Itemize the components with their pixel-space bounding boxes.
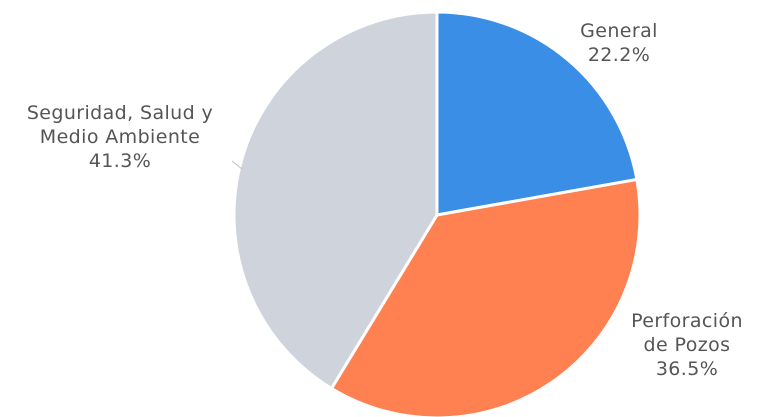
slice-category-label: Seguridad, Salud y xyxy=(27,102,213,124)
slice-percent-label: 22.2% xyxy=(588,44,650,66)
leaders-layer xyxy=(231,160,243,170)
pie-slice-1 xyxy=(435,10,639,217)
slice-category-label: Perforación xyxy=(631,310,743,332)
slice-category-label: General xyxy=(580,20,658,42)
slice-category-label: Medio Ambiente xyxy=(40,126,200,148)
pie-slice-2 xyxy=(329,177,642,417)
slice-percent-label: 36.5% xyxy=(656,358,718,380)
pie-slice-3 xyxy=(232,10,439,390)
slice-percent-label: 41.3% xyxy=(89,150,151,172)
label-leader-line xyxy=(231,160,243,170)
slice-category-label: de Pozos xyxy=(644,334,731,356)
slices-layer xyxy=(232,10,642,417)
